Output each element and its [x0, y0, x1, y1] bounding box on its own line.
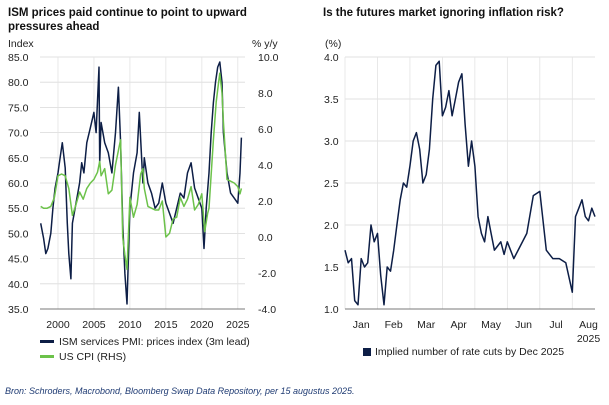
y-left-tick-label-10: 85.0	[8, 52, 29, 64]
legend-swatch-ism	[40, 340, 54, 343]
y-right-tick-label-3: 2.0	[258, 196, 273, 208]
y-left-tick-label-1: 40.0	[8, 279, 29, 291]
y-left-tick-label-7: 70.0	[8, 128, 29, 140]
y-left-tick-label-2: 45.0	[8, 254, 29, 266]
left-chart-title: ISM prices paid continue to point to upw…	[8, 7, 247, 33]
right-chart-axis-label: (%)	[325, 38, 341, 50]
y-left-tick-label-4: 55.0	[8, 203, 29, 215]
legend-label-rate-cuts: Implied number of rate cuts by Dec 2025	[375, 345, 565, 358]
x-tick-label-0: Jan	[353, 319, 370, 331]
left-axis-label: Index	[8, 38, 34, 50]
y-left-tick-label-9: 80.0	[8, 77, 29, 89]
x-tick-label-4: 2020	[190, 319, 214, 331]
legend-swatch-cpi	[40, 355, 54, 358]
x-tick-label-6: Jul	[549, 319, 562, 331]
x-tick-label-4: May	[481, 319, 502, 331]
y-tick-label-0: 1.0	[324, 304, 339, 316]
y-right-tick-label-1: -2.0	[258, 268, 276, 280]
y-left-tick-label-5: 60.0	[8, 178, 29, 190]
y-left-tick-label-0: 35.0	[8, 304, 29, 316]
y-right-tick-label-7: 10.0	[258, 52, 279, 64]
y-right-tick-label-0: -4.0	[258, 304, 276, 316]
y-tick-label-5: 3.5	[324, 94, 339, 106]
x-tick-label-3: 2015	[154, 319, 178, 331]
legend-item-ism: ISM services PMI: prices index (3m lead)	[40, 334, 250, 349]
x-tick-label-7: Aug	[579, 319, 598, 331]
y-left-tick-label-8: 75.0	[8, 102, 29, 114]
y-right-tick-label-4: 4.0	[258, 160, 273, 172]
right-chart-legend: Implied number of rate cuts by Dec 2025	[363, 344, 564, 359]
x-tick-label-1: Feb	[385, 319, 403, 331]
y-right-tick-label-5: 6.0	[258, 124, 273, 136]
x-tick-year-label-7: 2025	[577, 333, 601, 345]
right-chart-title: Is the futures market ignoring inflation…	[323, 7, 564, 19]
right-axis-label: % y/y	[252, 38, 278, 50]
left-chart-legend: ISM services PMI: prices index (3m lead)…	[40, 334, 250, 364]
x-tick-label-2: 2010	[118, 319, 142, 331]
legend-swatch-rate-cuts	[363, 347, 371, 356]
legend-label-ism: ISM services PMI: prices index (3m lead)	[59, 335, 250, 348]
y-left-tick-label-3: 50.0	[8, 228, 29, 240]
series-line-ism	[39, 61, 243, 305]
y-tick-label-1: 1.5	[324, 262, 339, 274]
y-right-tick-label-2: 0.0	[258, 232, 273, 244]
left-chart-panel: ISM prices paid continue to point to upw…	[0, 0, 300, 380]
right-chart-panel: Is the futures market ignoring inflation…	[315, 0, 609, 380]
series-line-cpi	[40, 72, 243, 271]
x-tick-label-1: 2005	[82, 319, 106, 331]
y-tick-label-4: 3.0	[324, 136, 339, 148]
legend-item-rate-cuts: Implied number of rate cuts by Dec 2025	[363, 344, 564, 359]
y-tick-label-3: 2.5	[324, 178, 339, 190]
legend-label-cpi: US CPI (RHS)	[59, 350, 127, 363]
right-chart-svg: (%) 1.0 1.5 2.0 2.5 3.0 3.5 4.0 Jan Feb Mar Apr May J…	[324, 38, 601, 345]
y-right-tick-label-6: 8.0	[258, 88, 273, 100]
source-note: Bron: Schroders, Macrobond, Bloomberg Sw…	[5, 386, 355, 396]
x-tick-label-5: Jun	[515, 319, 532, 331]
y-left-tick-label-6: 65.0	[8, 153, 29, 165]
legend-item-cpi: US CPI (RHS)	[40, 349, 250, 364]
x-tick-label-5: 2025	[226, 319, 250, 331]
y-tick-label-2: 2.0	[324, 220, 339, 232]
y-tick-label-6: 4.0	[324, 52, 339, 64]
x-tick-label-0: 2000	[46, 319, 70, 331]
x-tick-label-3: Apr	[450, 319, 467, 331]
series-line-rate-cuts	[344, 60, 596, 306]
left-chart-svg: Index % y/y 35.0 40.0 45.0 50.0 55.0 60.0 65.0 70…	[8, 38, 279, 331]
x-tick-label-2: Mar	[417, 319, 436, 331]
